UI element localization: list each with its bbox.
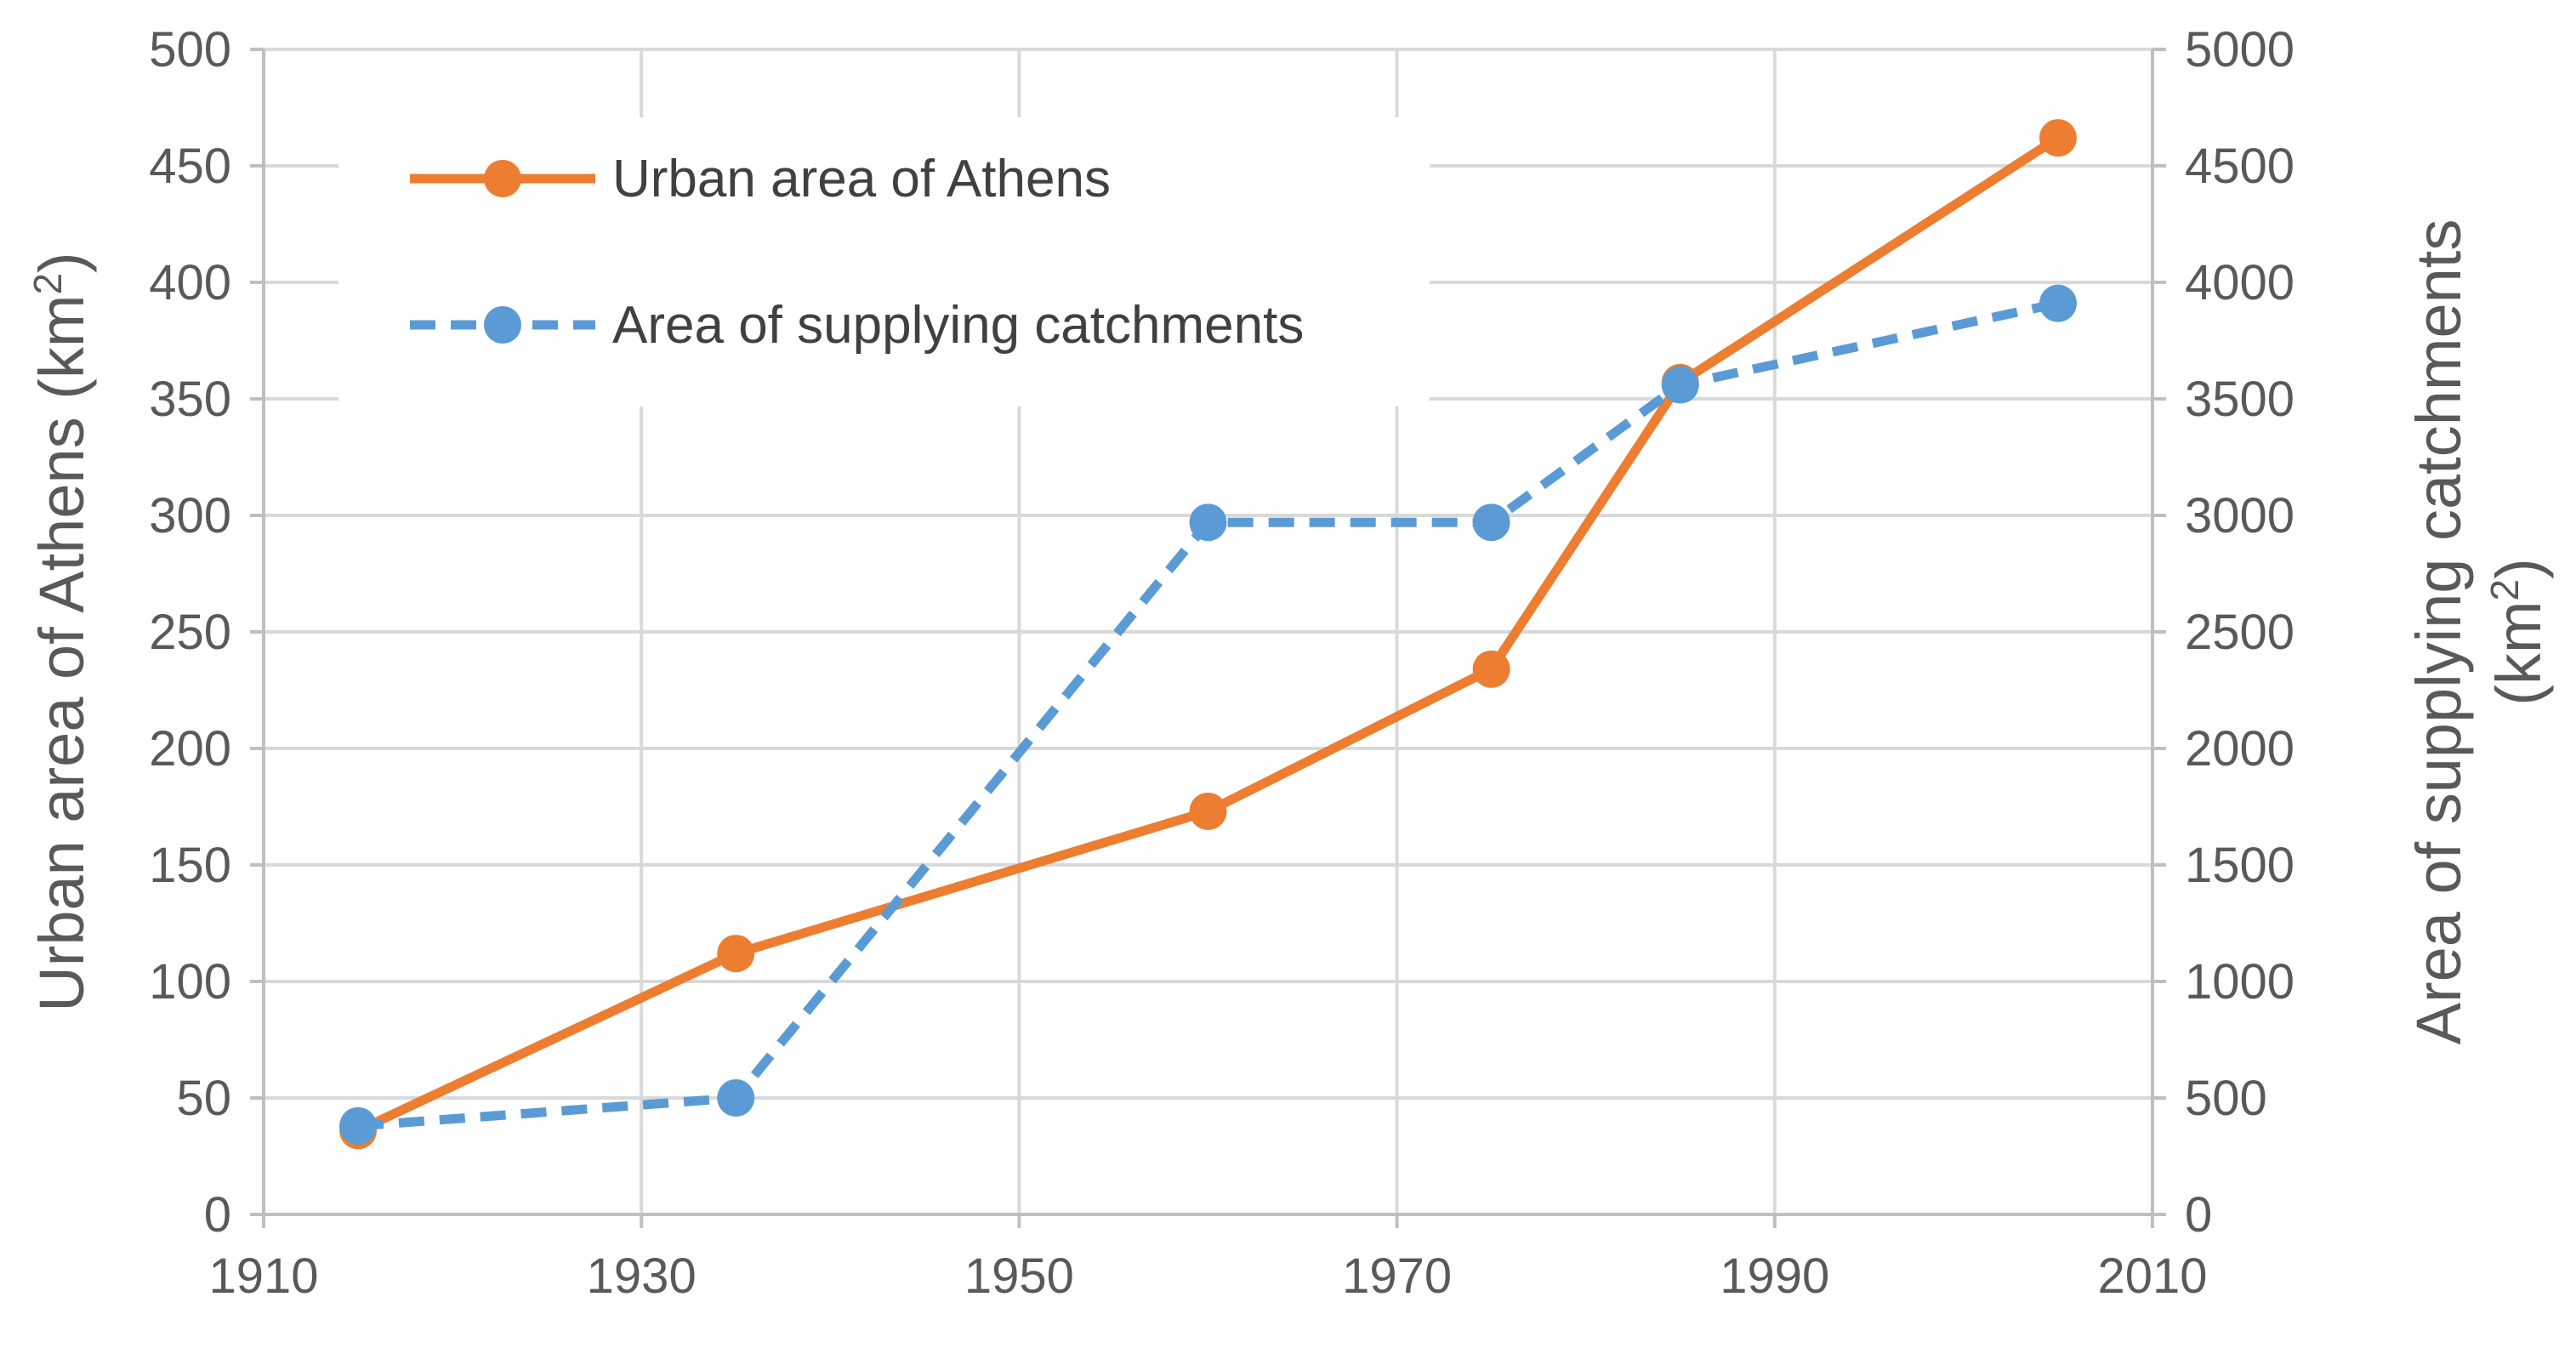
y-right-tick-label-8: 4000 — [2185, 255, 2295, 310]
y-right-tick-label-3: 1500 — [2185, 838, 2295, 893]
legend-swatch-marker-1 — [484, 306, 521, 344]
y-right-axis-title-end: ) — [2483, 558, 2554, 579]
y-left-tick-label-1: 50 — [176, 1071, 231, 1126]
x-tick-label-0: 1910 — [208, 1248, 318, 1304]
y-right-tick-label-9: 4500 — [2185, 139, 2295, 194]
y-left-tick-label-4: 200 — [149, 721, 231, 776]
legend-label-1: Area of supplying catchments — [612, 296, 1304, 355]
y-right-axis-title-sup: 2 — [2482, 579, 2527, 601]
series-lines — [339, 119, 2077, 1150]
x-tick-label-5: 2010 — [2097, 1248, 2207, 1304]
y-left-tick-label-8: 400 — [149, 255, 231, 310]
series-0-point-5 — [2039, 119, 2077, 157]
series-1-point-2 — [1189, 503, 1227, 542]
y-left-tick-label-9: 450 — [149, 139, 231, 194]
y-left-axis-title-end: ) — [26, 252, 97, 273]
y-left-tick-label-3: 150 — [149, 838, 231, 893]
series-1-point-3 — [1472, 503, 1510, 542]
y-left-tick-label-10: 500 — [149, 22, 231, 77]
legend-swatch-marker-0 — [484, 160, 521, 197]
y-right-tick-label-10: 5000 — [2185, 22, 2295, 77]
legend-box — [338, 117, 1430, 407]
series-1-point-4 — [1661, 366, 1699, 404]
y-right-axis-title-line1: Area of supplying catchments — [2403, 219, 2474, 1045]
y-left-tick-label-5: 250 — [149, 605, 231, 660]
series-line-0 — [355, 134, 2061, 1135]
tick-labels: 1910 1930 1950 1970 1990 20100501001502002503… — [149, 22, 2295, 1304]
y-left-axis-title: Urban area of Athens (km2) — [26, 252, 97, 1011]
y-right-tick-label-4: 2000 — [2185, 721, 2295, 776]
y-right-tick-label-0: 0 — [2185, 1187, 2212, 1243]
y-right-tick-label-2: 1000 — [2185, 954, 2295, 1010]
y-right-axis-title-line2: (km2) — [2482, 558, 2554, 706]
y-left-axis-title-main: Urban area of Athens (km — [26, 295, 97, 1012]
x-tick-label-3: 1970 — [1342, 1248, 1452, 1304]
x-tick-label-2: 1950 — [964, 1248, 1074, 1304]
y-right-axis-title-main: (km — [2483, 600, 2554, 705]
y-left-axis-title-sup: 2 — [26, 273, 70, 295]
axes — [250, 48, 2166, 1228]
series-line-1 — [357, 299, 2060, 1131]
axis-titles: Urban area of Athens (km2) Area of supply… — [26, 219, 2554, 1045]
y-left-tick-label-0: 0 — [204, 1187, 231, 1243]
y-right-tick-label-6: 3000 — [2185, 488, 2295, 543]
x-tick-label-4: 1990 — [1720, 1248, 1829, 1304]
legend-label-0: Urban area of Athens — [612, 150, 1111, 208]
y-left-tick-label-7: 350 — [149, 372, 231, 427]
series-0-point-2 — [1189, 792, 1227, 830]
series-1-point-5 — [2039, 284, 2077, 322]
series-0-point-1 — [717, 935, 755, 973]
x-tick-label-1: 1930 — [587, 1248, 697, 1304]
y-right-tick-label-5: 2500 — [2185, 605, 2295, 660]
y-left-tick-label-2: 100 — [149, 954, 231, 1010]
series-1-point-0 — [339, 1106, 378, 1145]
y-left-tick-label-6: 300 — [149, 488, 231, 543]
series-0-point-3 — [1472, 650, 1510, 688]
y-right-tick-label-1: 500 — [2185, 1071, 2267, 1126]
series-1-point-1 — [717, 1079, 755, 1117]
legend: Urban area of Athens Area of supplying ca… — [338, 117, 1430, 407]
y-right-tick-label-7: 3500 — [2185, 372, 2295, 427]
